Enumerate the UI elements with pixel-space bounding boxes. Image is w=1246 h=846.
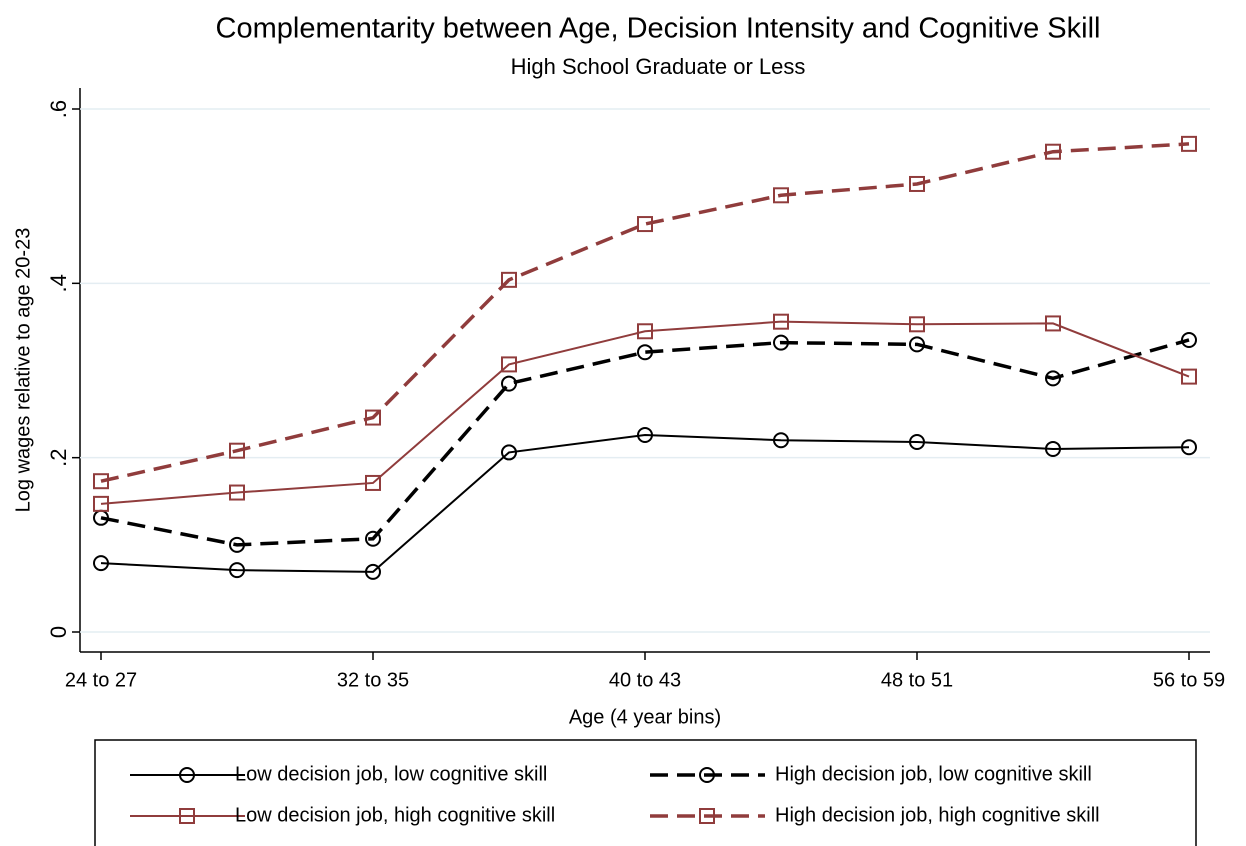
data-point (909, 433, 925, 450)
data-point (501, 356, 517, 373)
x-tick-label: 56 to 59 (1153, 669, 1225, 691)
x-tick-label: 48 to 51 (881, 669, 953, 691)
chart-title: Complementarity between Age, Decision In… (216, 13, 1101, 45)
data-point (1045, 143, 1061, 160)
x-tick-label: 40 to 43 (609, 669, 681, 691)
series-line (100, 434, 1190, 573)
legend-marker (699, 767, 715, 783)
data-point (909, 316, 925, 333)
data-point (637, 323, 653, 340)
x-tick-label: 24 to 27 (65, 669, 137, 691)
y-tick-label: 0 (46, 626, 71, 638)
data-point (501, 444, 517, 461)
legend-label: High decision job, high cognitive skill (775, 804, 1100, 826)
data-point (773, 313, 789, 330)
data-point (1181, 135, 1197, 152)
data-point (229, 442, 245, 459)
series-line (100, 142, 1190, 483)
data-point (93, 555, 109, 572)
data-point (909, 175, 925, 192)
x-axis-label: Age (4 year bins) (569, 706, 721, 728)
data-point (365, 474, 381, 491)
data-point (501, 375, 517, 392)
y-axis-label: Log wages relative to age 20-23 (12, 228, 34, 513)
data-point (773, 187, 789, 204)
legend-box (94, 739, 1197, 846)
data-point (229, 562, 245, 579)
legend-marker (699, 808, 715, 824)
data-point (365, 409, 381, 426)
data-point (637, 427, 653, 444)
legend-marker (179, 808, 195, 824)
data-point (229, 484, 245, 501)
data-point (909, 336, 925, 353)
data-point (501, 271, 517, 288)
data-point (1045, 370, 1061, 387)
data-point (1045, 315, 1061, 332)
series-line (100, 338, 1190, 547)
data-point (637, 344, 653, 361)
legend-label: Low decision job, high cognitive skill (235, 804, 555, 826)
legend-label: Low decision job, low cognitive skill (235, 763, 547, 785)
data-point (773, 334, 789, 351)
y-tick-label: .4 (46, 274, 71, 292)
y-tick-label: .6 (46, 100, 71, 118)
data-point (1181, 439, 1197, 456)
data-point (637, 216, 653, 233)
data-point (93, 473, 109, 490)
data-point (1181, 331, 1197, 348)
data-point (365, 563, 381, 580)
data-point (229, 536, 245, 553)
x-tick-label: 32 to 35 (337, 669, 409, 691)
series-line (100, 320, 1190, 505)
legend-label: High decision job, low cognitive skill (775, 763, 1092, 785)
y-tick-label: .2 (46, 448, 71, 466)
data-point (93, 495, 109, 512)
data-point (1045, 440, 1061, 457)
data-point (773, 432, 789, 449)
data-point (365, 530, 381, 547)
data-point (1181, 368, 1197, 385)
legend-marker (179, 767, 195, 783)
chart-subtitle: High School Graduate or Less (511, 54, 806, 79)
